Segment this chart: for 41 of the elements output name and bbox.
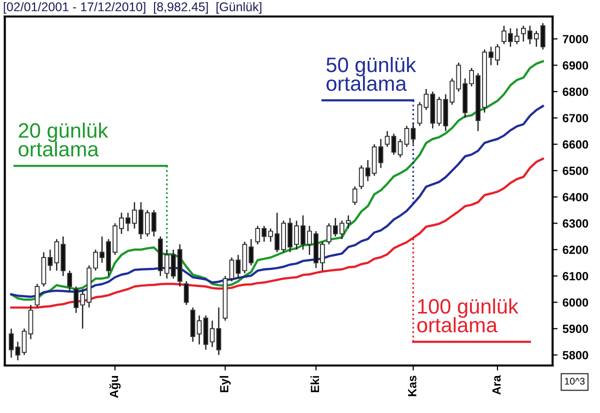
y-tick-label: 6400 <box>562 192 588 202</box>
annotation: 20 günlük ortalama <box>18 122 108 157</box>
candlestick <box>352 186 358 206</box>
x-tick-label: Eyl <box>220 376 231 392</box>
y-tick-label: 6100 <box>562 272 588 280</box>
candlestick <box>210 320 215 348</box>
annotation: 100 günlük ortalama <box>417 298 518 332</box>
y-tick-label: 6800 <box>562 88 588 96</box>
x-tick-label: Kas <box>408 376 416 396</box>
candlestick <box>398 138 403 158</box>
y-tick-label: 5900 <box>562 324 588 334</box>
candlestick <box>410 122 416 145</box>
y-tick-label: 5800 <box>562 351 588 360</box>
candlestick <box>28 304 34 340</box>
y-tick-label: 6600 <box>562 140 588 149</box>
x-tick-label: Ağu <box>109 376 121 398</box>
candlestick <box>22 328 27 356</box>
candlestick <box>184 280 189 306</box>
x-tick-label: Ara <box>492 375 501 395</box>
chart-title: [02/01/2001 - 17/12/2010] [8,982.45] [Günlük] <box>4 2 262 14</box>
candlestick <box>8 328 14 358</box>
candlestick <box>15 341 20 361</box>
candlestick <box>34 283 40 308</box>
candlestick <box>404 125 410 148</box>
candlestick <box>391 133 396 156</box>
candlestick <box>216 306 222 356</box>
y-tick-label: 7000 <box>562 34 588 44</box>
text: 10^3 <box>564 378 585 385</box>
y-tick-label: 6900 <box>562 61 588 70</box>
y-tick-label: 6500 <box>562 166 588 175</box>
y-tick-label: 6300 <box>562 219 588 228</box>
candlestick <box>196 314 202 346</box>
x-tick-label: Eki <box>310 376 320 392</box>
annotation: 50 günlük ortalama <box>326 56 416 91</box>
candlestick <box>384 130 390 148</box>
candlestick <box>229 256 234 282</box>
y-tick-label: 6700 <box>562 114 588 122</box>
candlestick <box>417 101 422 126</box>
y-tick-label: 6200 <box>562 246 588 254</box>
y-tick-label: 6000 <box>562 298 588 307</box>
candlestick <box>67 270 72 292</box>
